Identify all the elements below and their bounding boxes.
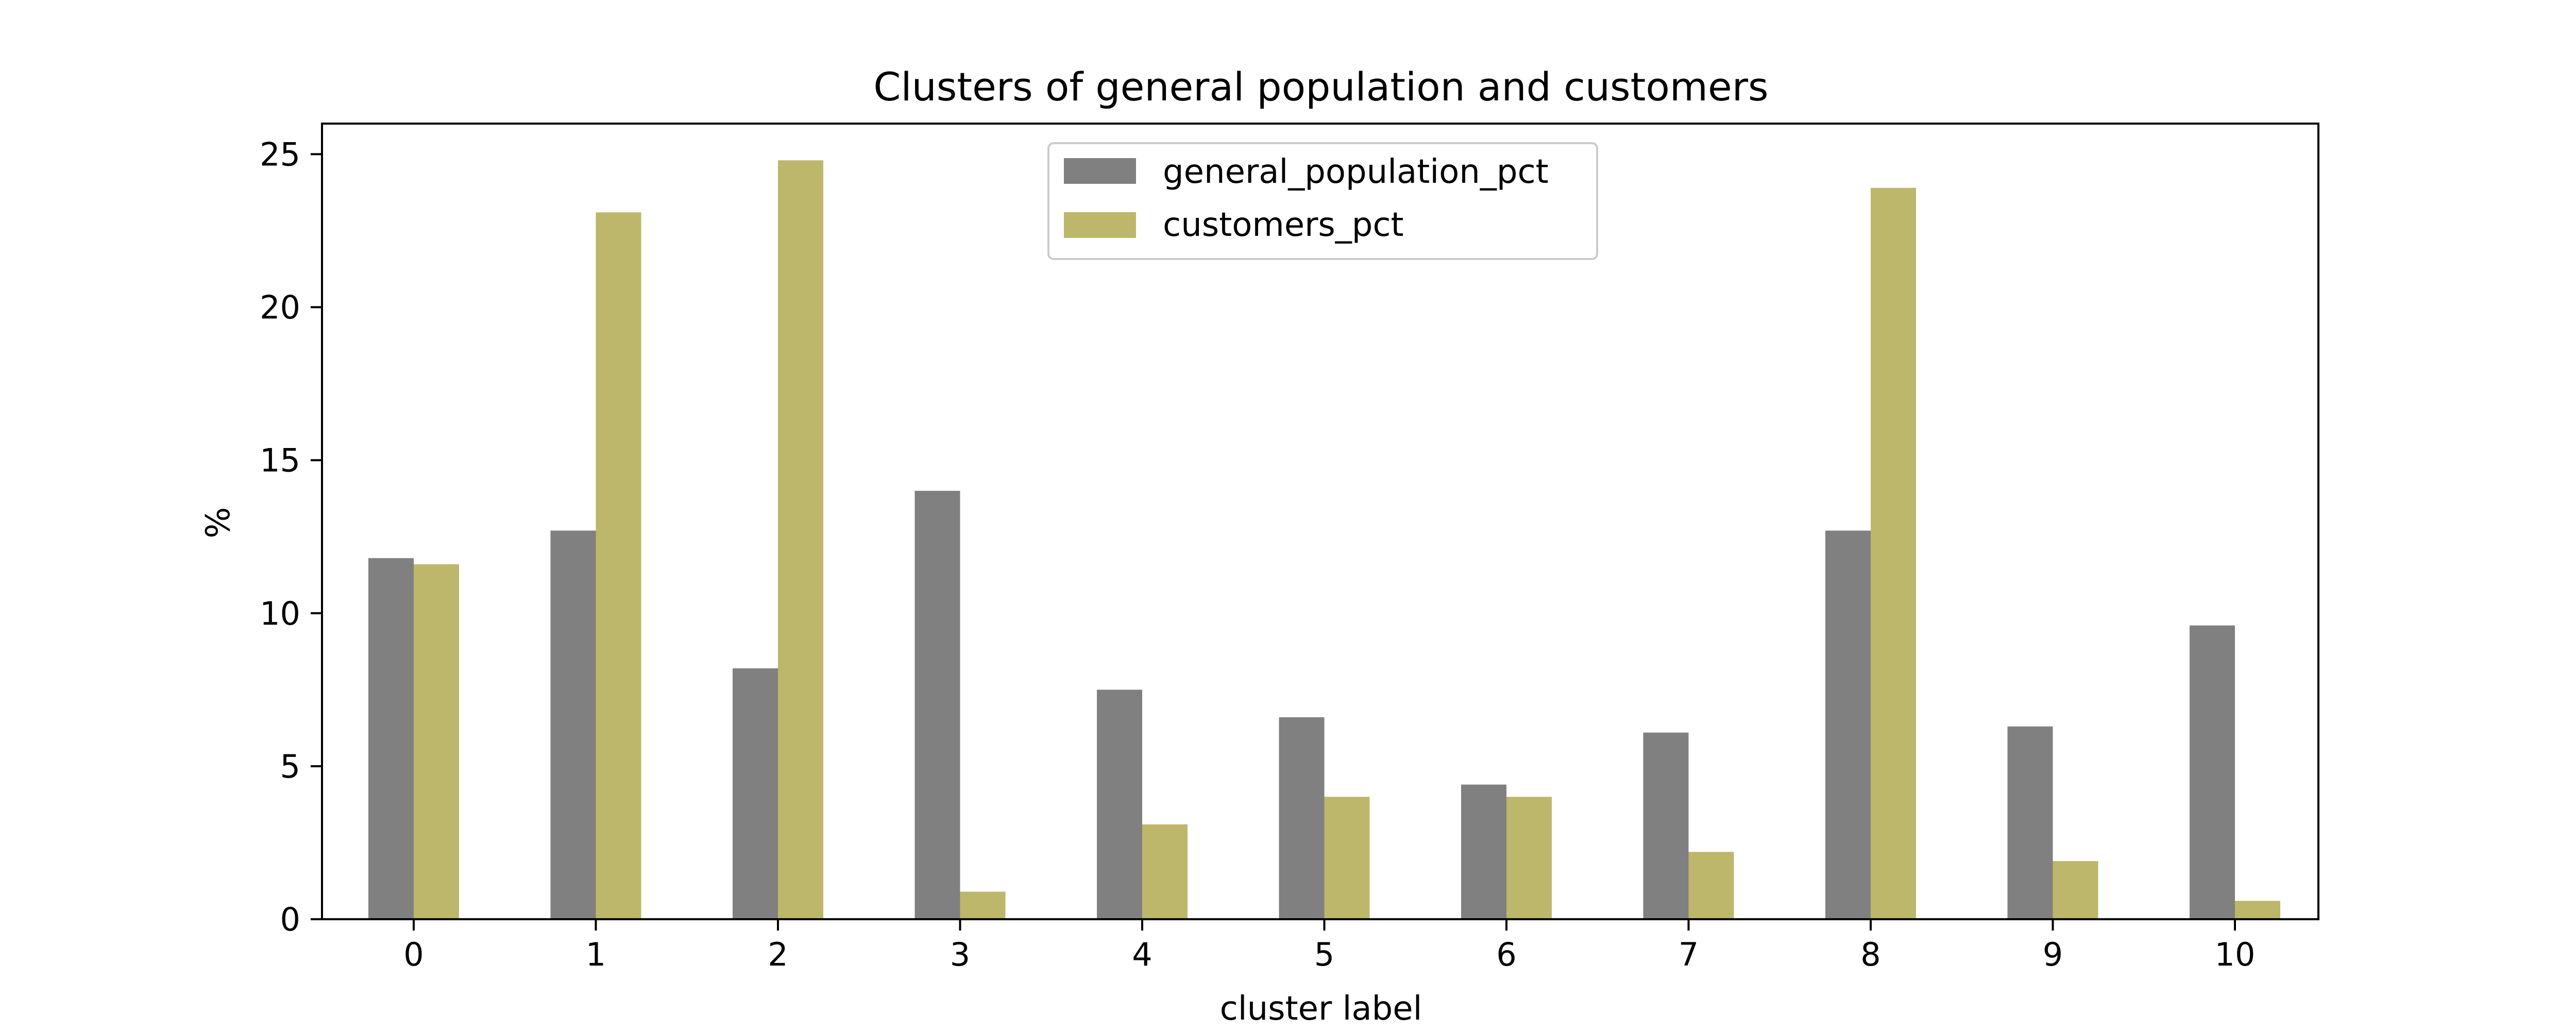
x-axis-label: cluster label (1220, 990, 1422, 1028)
y-tick-label-25: 25 (260, 135, 300, 173)
bar-customers-pct-0 (414, 564, 459, 919)
x-tick-label-4: 4 (1132, 936, 1152, 973)
legend-swatch-customers (1064, 212, 1136, 238)
bar-general-population-pct-5 (1279, 717, 1325, 919)
bar-customers-pct-5 (1324, 797, 1370, 919)
bar-general-population-pct-4 (1097, 690, 1142, 919)
bar-general-population-pct-3 (914, 491, 960, 919)
x-tick-label-9: 9 (2043, 936, 2063, 973)
bar-general-population-pct-9 (2007, 726, 2053, 919)
legend: general_population_pct customers_pct (1047, 142, 1598, 260)
bar-customers-pct-2 (778, 160, 823, 920)
x-tick-label-7: 7 (1679, 936, 1699, 973)
bar-customers-pct-7 (1688, 852, 1734, 919)
y-tick-label-5: 5 (280, 748, 300, 785)
x-axis: 0 1 2 3 4 5 6 7 8 9 10 (403, 919, 2255, 973)
x-tick-label-8: 8 (1860, 936, 1880, 973)
bar-general-population-pct-7 (1643, 732, 1689, 919)
bar-customers-pct-8 (1871, 187, 1916, 919)
bar-general-population-pct-10 (2190, 625, 2235, 919)
chart-title: Clusters of general population and custo… (873, 64, 1768, 110)
x-tick-label-10: 10 (2215, 936, 2256, 973)
y-tick-label-0: 0 (280, 901, 300, 938)
bar-general-population-pct-6 (1461, 784, 1506, 919)
x-tick-label-1: 1 (586, 936, 606, 973)
y-tick-label-15: 15 (260, 442, 300, 479)
bar-customers-pct-9 (2053, 861, 2098, 919)
bar-customers-pct-6 (1506, 797, 1552, 919)
y-axis: 0 5 10 15 20 25 (260, 135, 322, 938)
bar-customers-pct-1 (596, 212, 641, 920)
bar-general-population-pct-2 (733, 668, 778, 919)
legend-box (1047, 142, 1598, 260)
bar-general-population-pct-0 (368, 558, 414, 919)
x-tick-label-6: 6 (1496, 936, 1516, 973)
bars-layer (368, 160, 2280, 920)
x-tick-label-5: 5 (1314, 936, 1334, 973)
bar-customers-pct-3 (960, 891, 1006, 919)
y-axis-label: % (199, 507, 238, 539)
y-tick-label-20: 20 (260, 289, 300, 326)
bar-general-population-pct-8 (1825, 530, 1871, 919)
bar-general-population-pct-1 (550, 530, 596, 919)
bar-customers-pct-4 (1142, 824, 1188, 919)
plot-frame (321, 123, 2319, 920)
legend-swatch-general-population (1064, 158, 1136, 184)
y-tick-label-10: 10 (260, 595, 300, 632)
x-tick-label-0: 0 (403, 936, 423, 973)
x-tick-label-2: 2 (768, 936, 788, 973)
legend-label-customers: customers_pct (1163, 206, 1404, 244)
x-tick-label-3: 3 (950, 936, 970, 973)
bar-customers-pct-10 (2235, 901, 2280, 919)
legend-label-general-population: general_population_pct (1163, 153, 1549, 191)
